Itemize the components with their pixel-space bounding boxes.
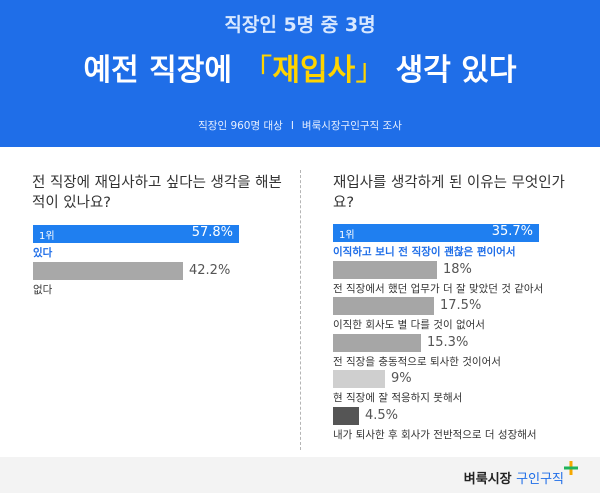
chart0-category-label-1: 없다 bbox=[33, 284, 53, 296]
source-sample: 직장인 960명 대상 bbox=[198, 120, 283, 132]
chart1-category-label-2: 이직한 회사도 별 다를 것이 없어서 bbox=[333, 319, 485, 332]
source-org: 벼룩시장구인구직 조사 bbox=[301, 120, 402, 132]
chart1-bar-5 bbox=[333, 407, 359, 425]
header-banner: 직장인 5명 중 3명 예전 직장에 「재입사」 생각 있다 직장인 960명 … bbox=[0, 0, 600, 147]
chart1-value-label-1: 18% bbox=[443, 261, 472, 277]
survey-source: 직장인 960명 대상 I 벼룩시장구인구직 조사 bbox=[0, 118, 600, 133]
chart1-bar-1 bbox=[333, 260, 437, 279]
plus-icon bbox=[564, 461, 578, 475]
footer: 벼룩시장 구인구직 bbox=[0, 457, 600, 493]
brand-main: 벼룩시장 bbox=[463, 472, 512, 487]
brand-accent: 구인구직 bbox=[516, 472, 564, 487]
chart-left-title: 전 직장에 재입사하고 싶다는 생각을 해본 적이 있나요? bbox=[32, 175, 282, 211]
chart0-value-label-1: 42.2% bbox=[189, 263, 231, 278]
chart0-rank-label: 1위 bbox=[39, 231, 55, 242]
chart0-bar-1 bbox=[33, 262, 183, 280]
brand-logo: 벼룩시장 구인구직 bbox=[464, 468, 564, 487]
chart1-value-label-5: 4.5% bbox=[365, 408, 399, 423]
source-separator: I bbox=[290, 120, 294, 132]
title-close-bracket: 」 bbox=[355, 53, 386, 88]
title-post: 생각 있다 bbox=[385, 53, 517, 88]
title-highlight: 재입사 bbox=[272, 53, 356, 88]
chart1-bar-3 bbox=[333, 333, 421, 352]
chart0-bar-0: 57.8% 1위 bbox=[33, 225, 239, 243]
chart1-bar-4 bbox=[333, 370, 385, 389]
chart1-category-label-0: 이직하고 보니 전 직장이 괜찮은 편이어서 bbox=[333, 246, 516, 258]
chart1-category-label-3: 전 직장을 충동적으로 퇴사한 것이어서 bbox=[333, 355, 501, 368]
chart1-category-label-5: 내가 퇴사한 후 회사가 전반적으로 더 성장해서 bbox=[333, 429, 537, 441]
header-title: 예전 직장에 「재입사」 생각 있다 bbox=[0, 45, 600, 89]
chart1-bar-2 bbox=[333, 297, 434, 316]
chart1-category-label-1: 전 직장에서 했던 업무가 더 잘 맞았던 것 같아서 bbox=[333, 282, 544, 295]
chart1-rank-label: 1위 bbox=[339, 230, 355, 241]
title-open-bracket: 「 bbox=[242, 53, 273, 88]
chart1-value-label-0: 35.7% bbox=[491, 224, 533, 239]
chart1-value-label-4: 9% bbox=[391, 371, 412, 387]
chart0-value-label-0: 57.8% bbox=[191, 225, 233, 240]
chart1-value-label-2: 17.5% bbox=[440, 298, 482, 314]
chart-right-title: 재입사를 생각하게 된 이유는 무엇인가요? bbox=[333, 175, 565, 211]
chart1-bar-0: 35.7% 1위 bbox=[333, 224, 539, 242]
title-pre: 예전 직장에 bbox=[83, 53, 243, 88]
header-subtitle: 직장인 5명 중 3명 bbox=[224, 14, 376, 36]
chart1-category-label-4: 현 직장에 잘 적응하지 못해서 bbox=[333, 392, 463, 405]
panel-divider bbox=[300, 170, 301, 450]
chart0-category-label-0: 있다 bbox=[33, 247, 53, 259]
chart1-value-label-3: 15.3% bbox=[427, 334, 469, 350]
